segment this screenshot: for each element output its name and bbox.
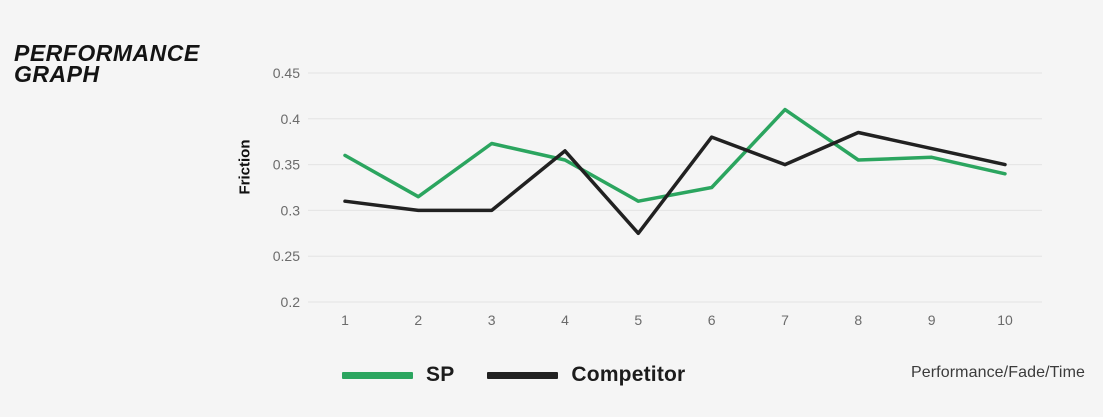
- y-tick-label: 0.4: [281, 111, 301, 127]
- x-tick-label: 1: [341, 312, 349, 328]
- series-line-competitor: [343, 130, 1007, 236]
- y-tick-label: 0.45: [273, 65, 300, 81]
- x-tick-label: 7: [781, 312, 789, 328]
- legend-label-competitor: Competitor: [571, 363, 686, 386]
- x-tick-label: 8: [854, 312, 862, 328]
- x-tick-label: 10: [997, 312, 1013, 328]
- legend-item-sp: SP: [342, 363, 454, 387]
- x-tick-label: 4: [561, 312, 569, 328]
- y-tick-label: 0.2: [281, 294, 301, 310]
- y-tick-label: 0.25: [273, 248, 300, 264]
- x-tick-label: 9: [928, 312, 936, 328]
- x-tick-label: 6: [708, 312, 716, 328]
- x-tick-label: 3: [488, 312, 496, 328]
- page-title-line-2: GRAPH: [14, 60, 100, 87]
- page-title-line-1: PERFORMANCE: [14, 40, 200, 66]
- chart-legend: SP Competitor: [342, 362, 685, 388]
- y-tick-label: 0.3: [281, 202, 301, 218]
- x-tick-label: 2: [414, 312, 422, 328]
- legend-swatch-competitor: [487, 371, 559, 379]
- page-title: PERFORMANCE GRAPH: [14, 40, 200, 87]
- y-tick-label: 0.35: [273, 157, 300, 173]
- legend-swatch-sp: [342, 371, 413, 379]
- legend-label-sp: SP: [426, 363, 455, 386]
- series-line-sp: [343, 107, 1007, 203]
- x-axis-caption: Performance/Fade/Time: [910, 364, 1085, 381]
- x-tick-label: 5: [634, 312, 642, 328]
- legend-item-competitor: Competitor: [487, 363, 685, 387]
